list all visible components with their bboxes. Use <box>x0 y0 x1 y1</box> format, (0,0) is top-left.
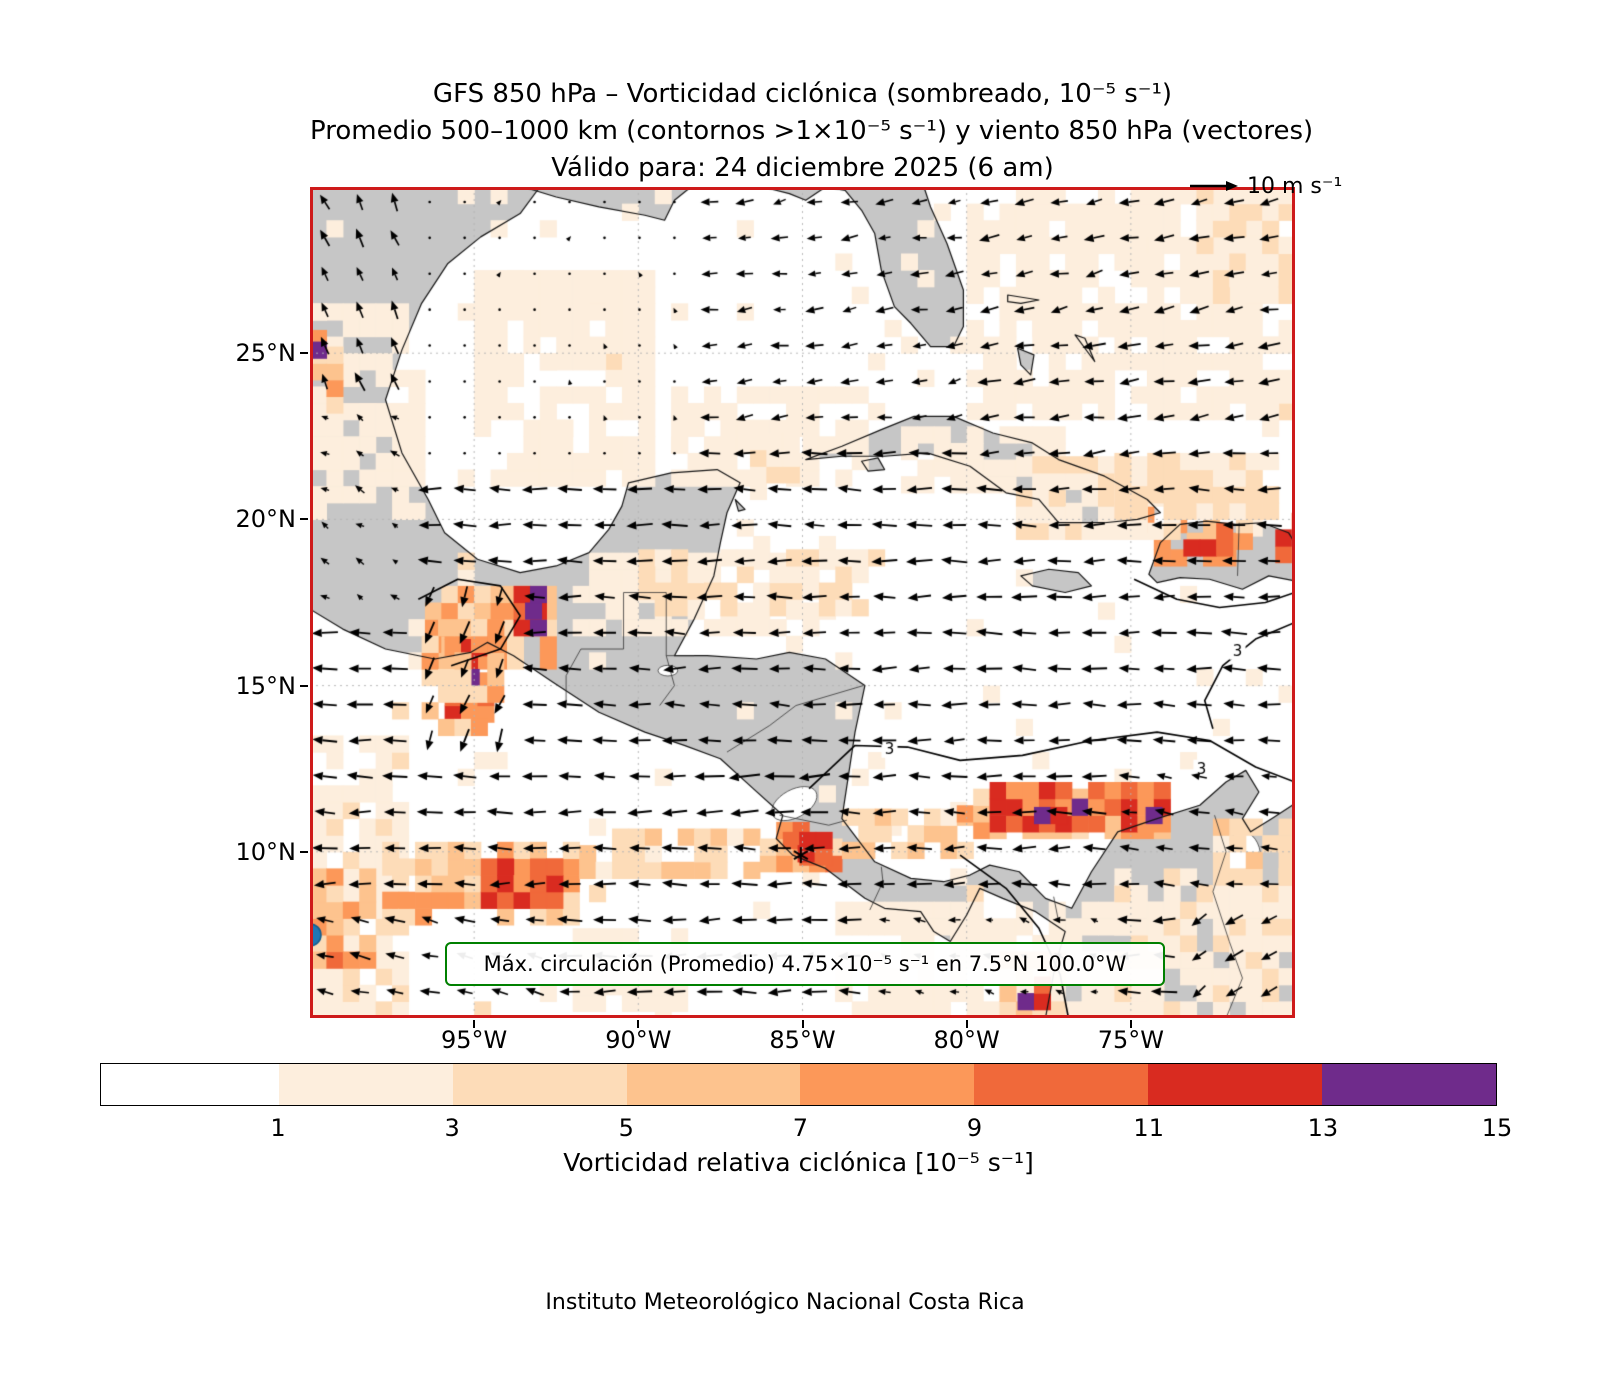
colorbar-segment <box>800 1064 975 1105</box>
x-tick-label: 95°W <box>441 1026 508 1054</box>
colorbar-label: Vorticidad relativa ciclónica [10⁻⁵ s⁻¹] <box>563 1148 1034 1177</box>
chart-title: GFS 850 hPa – Vorticidad ciclónica (somb… <box>310 76 1314 187</box>
x-tick-mark <box>1129 1020 1132 1028</box>
max-circulation-annotation: Máx. circulación (Promedio) 4.75×10⁻⁵ s⁻… <box>445 942 1165 986</box>
colorbar-tick-label: 15 <box>1481 1114 1513 1142</box>
colorbar-segment <box>452 1064 627 1105</box>
y-tick-mark <box>300 518 308 521</box>
wind-reference-label: 10 m s⁻¹ <box>1247 173 1343 199</box>
title-line-3: Válido para: 24 diciembre 2025 (6 am) <box>551 153 1054 183</box>
colorbar-segment <box>1148 1064 1323 1105</box>
colorbar-tick-label: 7 <box>792 1114 809 1142</box>
colorbar-tick-label: 11 <box>1133 1114 1164 1142</box>
reference-arrow-icon <box>1190 181 1238 191</box>
colorbar-segment <box>626 1064 801 1105</box>
colorbar-segment <box>974 1064 1149 1105</box>
colorbar-tick-label: 13 <box>1307 1114 1339 1142</box>
colorbar <box>100 1063 1497 1106</box>
y-tick-label: 15°N <box>235 671 297 700</box>
x-tick-label: 90°W <box>605 1026 672 1054</box>
colorbar-tick-label: 5 <box>618 1114 634 1142</box>
y-tick-mark <box>300 684 308 687</box>
footer-credit: Instituto Meteorológico Nacional Costa R… <box>545 1290 1025 1315</box>
x-tick-label: 85°W <box>769 1026 836 1054</box>
wind-reference-key: 10 m s⁻¹ <box>1190 171 1342 201</box>
title-line-2: Promedio 500–1000 km (contornos >1×10⁻⁵ … <box>310 116 1314 146</box>
y-tick-mark <box>300 352 308 355</box>
colorbar-segment <box>1322 1064 1496 1105</box>
x-tick-mark <box>473 1020 476 1028</box>
x-tick-label: 75°W <box>1097 1026 1164 1054</box>
title-line-1: GFS 850 hPa – Vorticidad ciclónica (somb… <box>432 79 1173 109</box>
colorbar-tick-label: 9 <box>966 1114 983 1142</box>
colorbar-tick-label: 1 <box>270 1114 286 1142</box>
max-circulation-text: Máx. circulación (Promedio) 4.75×10⁻⁵ s⁻… <box>483 952 1127 976</box>
colorbar-tick-label: 3 <box>444 1114 460 1142</box>
x-tick-label: 80°W <box>933 1026 1000 1054</box>
map-plot-area: Máx. circulación (Promedio) 4.75×10⁻⁵ s⁻… <box>310 187 1295 1018</box>
map-canvas <box>310 187 1295 1018</box>
x-tick-mark <box>801 1020 804 1028</box>
colorbar-segment <box>101 1064 279 1105</box>
y-tick-label: 25°N <box>235 339 297 368</box>
y-tick-label: 10°N <box>235 837 297 866</box>
x-tick-mark <box>965 1020 968 1028</box>
x-tick-mark <box>637 1020 640 1028</box>
colorbar-segment <box>278 1064 453 1105</box>
y-tick-label: 20°N <box>235 505 297 534</box>
y-tick-mark <box>300 850 308 853</box>
